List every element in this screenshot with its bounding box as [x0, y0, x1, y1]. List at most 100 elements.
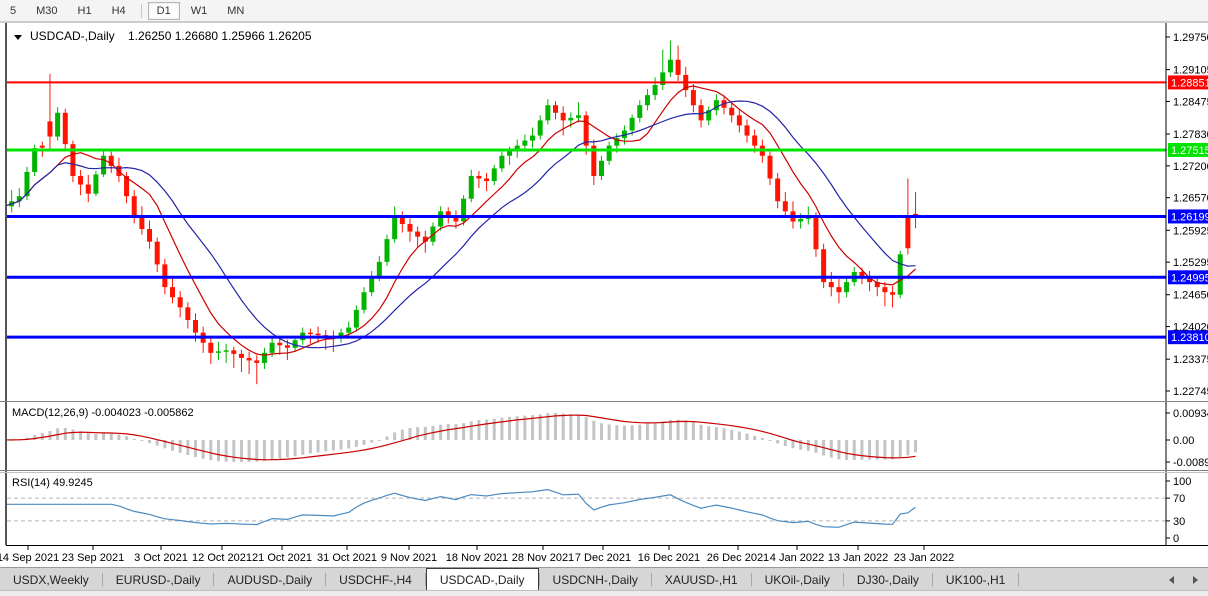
- macd-histogram-bar: [607, 424, 611, 440]
- timeframe-button-h1[interactable]: H1: [77, 4, 92, 17]
- candle: [208, 337, 214, 364]
- candle: [399, 211, 405, 233]
- candle: [246, 351, 252, 375]
- macd-histogram-bar: [492, 418, 496, 440]
- candle: [775, 172, 781, 209]
- macd-histogram-bar: [653, 422, 657, 440]
- candle-body: [637, 105, 643, 118]
- symbol-dropdown-icon[interactable]: [14, 35, 22, 40]
- candle: [652, 77, 658, 101]
- macd-label: MACD(12,26,9) -0.004023 -0.005862: [12, 407, 194, 419]
- chart-tab-xauusd-h1[interactable]: XAUUSD-,H1: [664, 573, 738, 587]
- candle-body: [277, 342, 283, 346]
- macd-histogram-bar: [599, 423, 603, 440]
- candle: [821, 243, 827, 289]
- chart-tab-audusd-daily[interactable]: AUDUSD-,Daily: [227, 573, 313, 587]
- candle-body: [736, 115, 742, 126]
- candle-body: [208, 342, 214, 353]
- candle: [392, 206, 398, 243]
- candle: [867, 270, 873, 292]
- macd-histogram-bar: [377, 440, 381, 441]
- price-badge: [1168, 270, 1208, 285]
- macd-histogram-bar: [331, 440, 335, 451]
- price-chart: 1.28851 1.27515 1.26199 1.24995 1.23810 1.29…: [0, 21, 1208, 567]
- candle-body: [223, 350, 229, 352]
- candle-body: [162, 264, 168, 288]
- macd-histogram-bar: [837, 440, 841, 460]
- candle: [16, 188, 22, 208]
- macd-histogram-bar: [224, 440, 228, 462]
- candle-body: [438, 211, 444, 227]
- macd-histogram-bar: [79, 431, 83, 440]
- candle: [62, 108, 68, 151]
- ma-fast-line: [7, 85, 916, 356]
- candle-body: [706, 110, 712, 121]
- macd-histogram-bar: [201, 440, 205, 459]
- chart-tab-ukoil-daily[interactable]: UKOil-,Daily: [764, 573, 830, 587]
- tab-scroll-right-button[interactable]: [1190, 574, 1200, 586]
- macd-histogram-bar: [515, 416, 519, 440]
- timeframe-button-m30[interactable]: M30: [36, 4, 58, 17]
- macd-histogram-bar: [791, 440, 795, 449]
- candle: [729, 102, 735, 123]
- chart-plot-area[interactable]: [7, 23, 1166, 401]
- price-tick-label: 1.22745: [1173, 386, 1208, 398]
- macd-histogram-bar: [462, 423, 466, 440]
- candle-body: [752, 135, 758, 146]
- timeframe-button-h4[interactable]: H4: [111, 4, 126, 17]
- tab-separator: [931, 573, 933, 586]
- candle-body: [905, 216, 911, 249]
- candle-body: [193, 319, 198, 333]
- timeframe-button-mn[interactable]: MN: [227, 4, 245, 17]
- candle-body: [775, 178, 781, 202]
- candle: [560, 106, 566, 136]
- time-tick-label: 28 Nov 2021: [512, 552, 574, 564]
- candle: [254, 355, 260, 385]
- candle: [284, 339, 290, 360]
- timeframe-button-w1[interactable]: W1: [190, 4, 208, 17]
- macd-histogram-bar: [730, 429, 734, 440]
- chart-tab-dj30-daily[interactable]: DJ30-,Daily: [856, 573, 919, 587]
- candle-body: [147, 229, 153, 242]
- macd-histogram-bar: [737, 431, 741, 440]
- candle-body: [821, 249, 827, 283]
- chart-tab-uk100-h1[interactable]: UK100-,H1: [945, 573, 1006, 587]
- ma-slow-line: [7, 100, 916, 349]
- tab-scroll-left-button[interactable]: [1166, 574, 1176, 586]
- timeframe-button-5[interactable]: 5: [10, 4, 17, 17]
- candle-body: [591, 145, 597, 176]
- time-tick-label: 9 Nov 2021: [381, 552, 437, 564]
- candle: [591, 139, 597, 186]
- candle-body: [32, 148, 38, 172]
- chart-tab-usdcad-daily[interactable]: USDCAD-,Daily: [425, 568, 539, 591]
- macd-histogram-bar: [615, 425, 619, 440]
- candle: [890, 286, 896, 308]
- candle-body: [62, 112, 68, 145]
- macd-histogram-bar: [362, 440, 366, 445]
- chart-tab-usdx-weekly[interactable]: USDX,Weekly: [13, 573, 89, 587]
- candle-body: [890, 292, 896, 295]
- candle-body: [499, 155, 505, 169]
- chart-tab-usdcnh-daily[interactable]: USDCNH-,Daily: [552, 573, 638, 587]
- candle: [185, 302, 191, 329]
- candle-body: [445, 211, 451, 217]
- candle-body: [55, 112, 61, 137]
- candle-body: [698, 105, 704, 121]
- price-tick-label: 1.27830: [1173, 129, 1208, 141]
- macd-histogram-bar: [446, 424, 450, 440]
- macd-histogram-bar: [178, 440, 182, 453]
- candle: [897, 250, 903, 299]
- candle-body: [78, 175, 84, 185]
- time-tick-label: 31 Oct 2021: [317, 552, 377, 564]
- macd-histogram-bar: [845, 440, 849, 460]
- candle-body: [629, 117, 635, 131]
- price-tick-label: 1.25295: [1173, 257, 1208, 269]
- chart-tab-usdchf-h4[interactable]: USDCHF-,H4: [339, 573, 412, 587]
- macd-histogram-bar: [523, 415, 527, 440]
- price-tick-label: 1.29750: [1173, 32, 1208, 44]
- chart-tab-eurusd-daily[interactable]: EURUSD-,Daily: [115, 573, 201, 587]
- price-badge-label: 1.24995: [1171, 272, 1208, 284]
- macd-histogram-bar: [592, 420, 596, 440]
- timeframe-button-d1[interactable]: D1: [147, 1, 180, 20]
- price-tick-label: 1.23375: [1173, 354, 1208, 366]
